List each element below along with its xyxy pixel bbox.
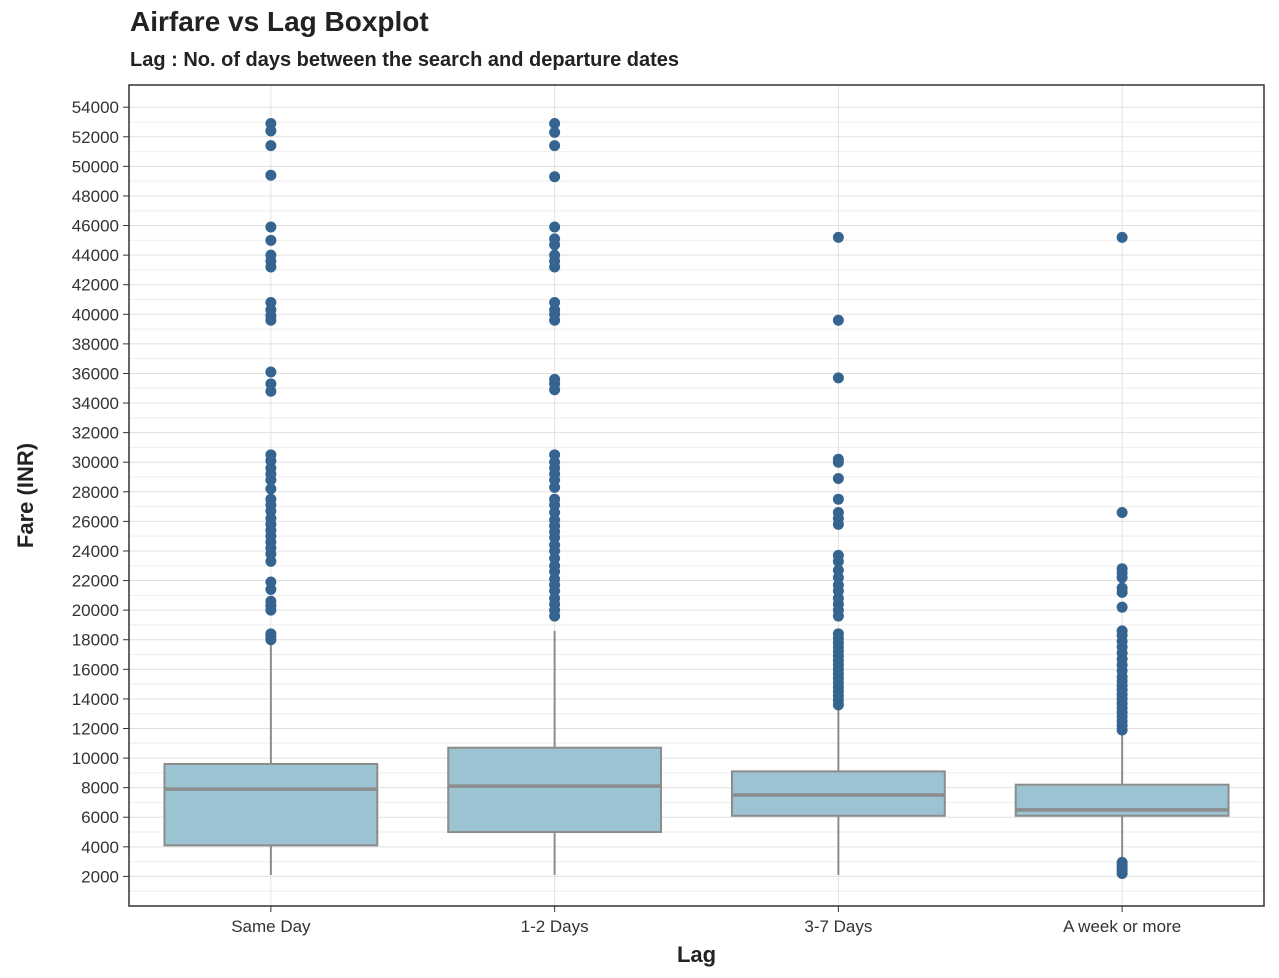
y-tick-label: 52000 [72, 128, 119, 147]
outlier-point [832, 549, 844, 561]
outlier-point [549, 117, 561, 129]
y-tick-label: 4000 [81, 838, 119, 857]
x-tick-label: Same Day [231, 917, 311, 936]
y-tick-label: 12000 [72, 719, 119, 738]
y-tick-label: 2000 [81, 867, 119, 886]
y-tick-label: 14000 [72, 690, 119, 709]
box [447, 746, 663, 834]
y-tick-label: 44000 [72, 246, 119, 265]
y-tick-label: 48000 [72, 187, 119, 206]
x-axis: Same Day 1-2 Days 3-7 Days A week or more [231, 906, 1181, 936]
outlier-point [265, 140, 277, 152]
outlier-point [1116, 231, 1128, 243]
y-tick-label: 22000 [72, 572, 119, 591]
outlier-point [265, 296, 277, 308]
y-tick-label: 26000 [72, 512, 119, 531]
outlier-point [265, 234, 277, 246]
outlier-point [1116, 582, 1128, 594]
outlier-point [832, 493, 844, 505]
y-tick-label: 32000 [72, 424, 119, 443]
outlier-point [549, 296, 561, 308]
outlier-point [1116, 507, 1128, 519]
boxes [163, 630, 1230, 875]
outlier-point [549, 140, 561, 152]
outlier-point [265, 449, 277, 461]
box-group [730, 707, 946, 875]
y-axis-title: Fare (INR) [13, 443, 38, 548]
box-group [163, 642, 379, 875]
box-group [1014, 731, 1230, 875]
outlier-point [832, 628, 844, 640]
y-tick-label: 54000 [72, 98, 119, 117]
outlier-point [265, 117, 277, 129]
outlier-point [549, 221, 561, 233]
y-tick-label: 40000 [72, 305, 119, 324]
y-tick-label: 20000 [72, 601, 119, 620]
chart-subtitle: Lag : No. of days between the search and… [130, 49, 680, 71]
y-tick-label: 24000 [72, 542, 119, 561]
outlier-point [265, 169, 277, 181]
outlier-point [832, 472, 844, 484]
outlier-point [549, 373, 561, 385]
outlier-point [549, 233, 561, 245]
y-tick-label: 6000 [81, 808, 119, 827]
outlier-point [832, 231, 844, 243]
x-tick-label: 3-7 Days [804, 917, 872, 936]
outlier-point [265, 595, 277, 607]
outlier-point [549, 171, 561, 183]
y-tick-label: 30000 [72, 453, 119, 472]
outlier-point [265, 378, 277, 390]
y-tick-label: 10000 [72, 749, 119, 768]
outlier-point [832, 372, 844, 384]
x-axis-title: Lag [677, 942, 716, 967]
x-tick-label: A week or more [1063, 917, 1181, 936]
outlier-point [549, 493, 561, 505]
outliers [265, 117, 1128, 879]
outlier-point [832, 314, 844, 326]
outlier-point [265, 366, 277, 378]
y-tick-label: 50000 [72, 157, 119, 176]
outlier-point [832, 453, 844, 465]
y-tick-label: 34000 [72, 394, 119, 413]
outlier-point [832, 564, 844, 576]
box [163, 762, 379, 847]
outlier-point [265, 249, 277, 261]
y-tick-label: 46000 [72, 217, 119, 236]
outlier-point [265, 221, 277, 233]
outlier-point [1116, 601, 1128, 613]
y-tick-label: 18000 [72, 631, 119, 650]
outlier-point [549, 449, 561, 461]
box-group [447, 630, 663, 875]
y-tick-label: 36000 [72, 364, 119, 383]
y-tick-label: 38000 [72, 335, 119, 354]
panel-border [128, 84, 1265, 907]
outlier-point [265, 483, 277, 495]
y-tick-label: 28000 [72, 483, 119, 502]
outlier-point [832, 507, 844, 519]
outlier-point [265, 628, 277, 640]
outlier-point [1116, 625, 1128, 637]
outlier-point [549, 249, 561, 261]
y-tick-label: 16000 [72, 660, 119, 679]
y-tick-label: 42000 [72, 276, 119, 295]
y-tick-label: 8000 [81, 779, 119, 798]
chart-title: Airfare vs Lag Boxplot [130, 6, 429, 37]
outlier-point [265, 493, 277, 505]
y-axis: 2000 4000 6000 8000 10000 12000 14000 16000 1800… [72, 98, 129, 886]
outlier-point [549, 126, 561, 138]
outlier-point [265, 576, 277, 588]
outlier-point [1116, 563, 1128, 575]
outlier-point [1116, 856, 1128, 868]
x-tick-label: 1-2 Days [521, 917, 589, 936]
